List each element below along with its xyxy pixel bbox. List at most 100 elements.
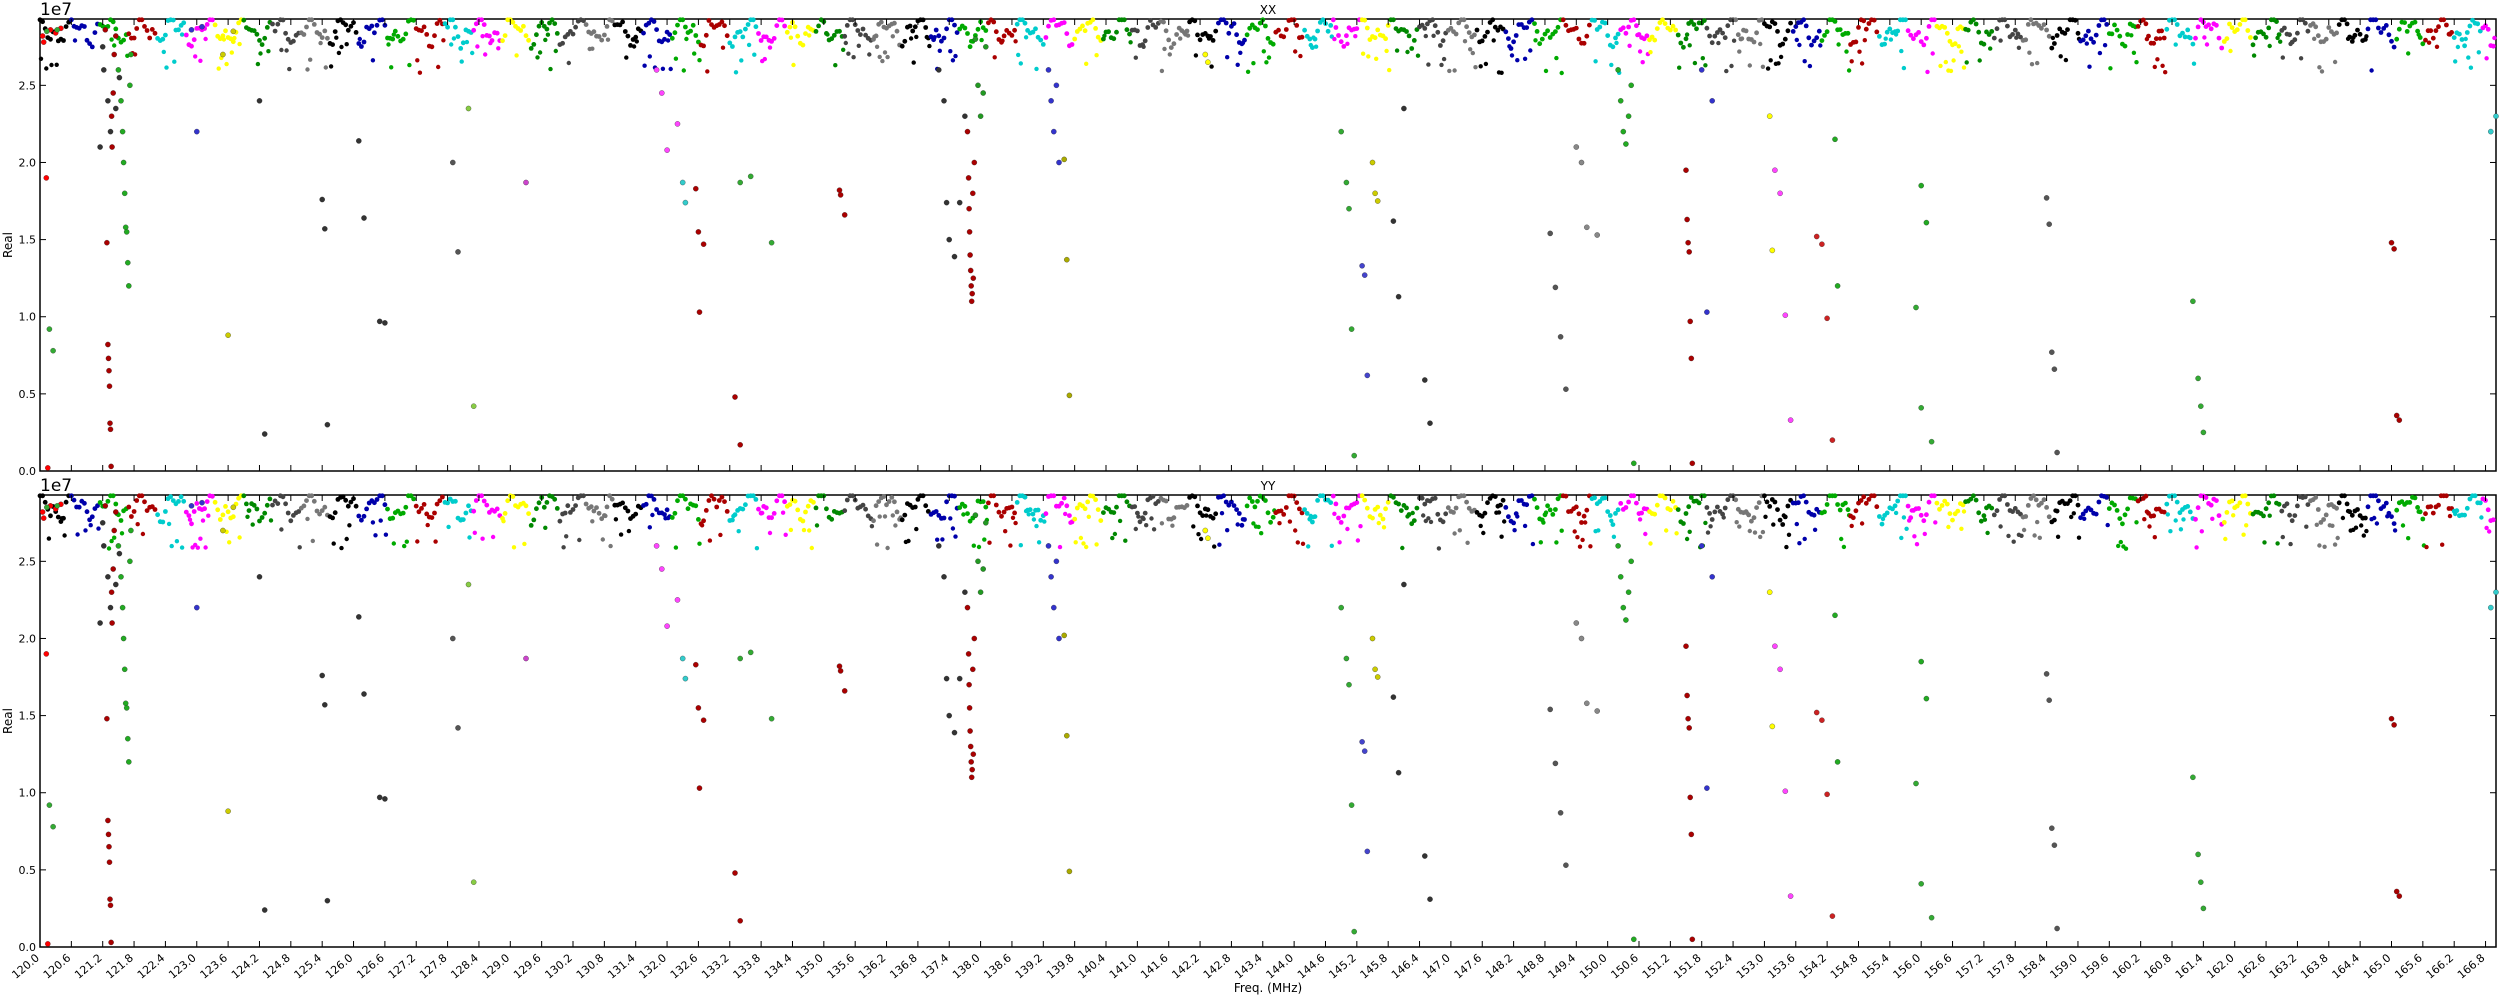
baseline-point: [2352, 32, 2358, 38]
baseline-point: [451, 36, 457, 41]
baseline-point: [2035, 60, 2040, 66]
baseline-point: [305, 67, 310, 72]
data-point: [841, 212, 848, 218]
baseline-point: [1775, 29, 1780, 34]
baseline-point: [2336, 500, 2342, 506]
baseline-point: [241, 493, 247, 499]
baseline-point: [767, 530, 773, 536]
baseline-point: [2295, 30, 2300, 36]
baseline-point: [976, 544, 982, 550]
y-tick-label: 1.5: [19, 710, 37, 723]
baseline-point: [1046, 23, 1051, 29]
baseline-point: [1404, 29, 1409, 34]
baseline-point: [740, 506, 746, 512]
baseline-point: [1573, 25, 1579, 31]
baseline-point: [1333, 501, 1339, 507]
baseline-point: [2266, 25, 2272, 31]
baseline-point: [126, 504, 132, 510]
baseline-point: [442, 21, 448, 27]
baseline-point: [2168, 529, 2173, 534]
baseline-point: [1959, 49, 1964, 54]
baseline-point: [1746, 512, 1752, 518]
data-point: [1372, 666, 1378, 673]
data-point: [2043, 195, 2050, 201]
baseline-point: [829, 516, 835, 522]
data-point: [966, 705, 973, 711]
baseline-point: [1014, 21, 1020, 27]
baseline-point: [2108, 66, 2113, 71]
baseline-point: [1247, 495, 1253, 501]
baseline-point: [2216, 513, 2222, 518]
baseline-point: [1496, 510, 1502, 515]
baseline-point: [523, 503, 529, 509]
baseline-point: [258, 51, 263, 56]
baseline-point: [1009, 504, 1015, 510]
baseline-point: [429, 44, 435, 50]
data-point: [1547, 230, 1553, 237]
baseline-point: [189, 521, 194, 527]
x-tick-label: 150.6: [1608, 951, 1640, 981]
data-point: [975, 82, 981, 89]
baseline-point: [1822, 33, 1827, 38]
baseline-point: [880, 58, 885, 64]
x-tick-label: 130.8: [574, 951, 606, 981]
baseline-point: [693, 503, 699, 509]
baseline-point: [2231, 513, 2236, 518]
baseline-point: [547, 20, 552, 26]
baseline-point: [709, 493, 714, 499]
data-point: [105, 574, 111, 580]
baseline-point: [625, 33, 631, 39]
baseline-point: [2315, 507, 2321, 512]
data-point: [113, 581, 119, 588]
data-series: [1813, 233, 1836, 443]
baseline-point: [1178, 36, 1183, 41]
baseline-point: [1195, 32, 1200, 38]
data-point: [111, 51, 117, 58]
baseline-point: [892, 20, 897, 26]
data-series: [1369, 159, 1381, 204]
baseline-point: [1095, 34, 1101, 40]
baseline-point: [379, 17, 385, 23]
baseline-point: [1596, 528, 1601, 533]
baseline-point: [1359, 493, 1365, 499]
baseline-point: [2086, 28, 2091, 34]
baseline-point: [1270, 514, 1276, 520]
data-point: [970, 275, 977, 281]
baseline-point: [2083, 33, 2089, 39]
data-point: [105, 355, 112, 362]
baseline-point: [1644, 33, 1650, 39]
baseline-point: [783, 532, 788, 537]
baseline-point: [433, 539, 438, 544]
baseline-point: [2012, 506, 2018, 511]
baseline-point: [2005, 502, 2010, 507]
data-point: [659, 90, 665, 96]
data-point: [1687, 318, 1693, 325]
baseline-point: [266, 49, 271, 54]
baseline-point: [999, 513, 1004, 519]
baseline-point: [2372, 515, 2377, 521]
baseline-point: [1410, 510, 1415, 516]
baseline-point: [685, 506, 691, 512]
baseline-point: [1832, 19, 1838, 24]
data-point: [1064, 256, 1070, 263]
baseline-point: [805, 503, 811, 509]
y-tick-label: 1.5: [19, 234, 37, 247]
baseline-point: [1707, 511, 1712, 516]
baseline-point: [646, 20, 652, 26]
baseline-point: [2349, 512, 2355, 518]
baseline-point: [1623, 505, 1629, 510]
baseline-point: [2262, 540, 2267, 545]
data-series: [1913, 304, 1935, 445]
baseline-point: [1225, 55, 1230, 60]
data-point: [1351, 452, 1357, 459]
baseline-point: [2394, 36, 2400, 42]
baseline-point: [2407, 500, 2413, 505]
baseline-point: [1670, 498, 1676, 504]
data-point: [108, 589, 115, 595]
baseline-point: [1554, 540, 1559, 545]
baseline-point: [591, 29, 597, 35]
baseline-point: [1677, 65, 1682, 70]
baseline-point: [881, 494, 887, 499]
baseline-point: [1973, 497, 1979, 503]
baseline-point: [941, 515, 947, 521]
